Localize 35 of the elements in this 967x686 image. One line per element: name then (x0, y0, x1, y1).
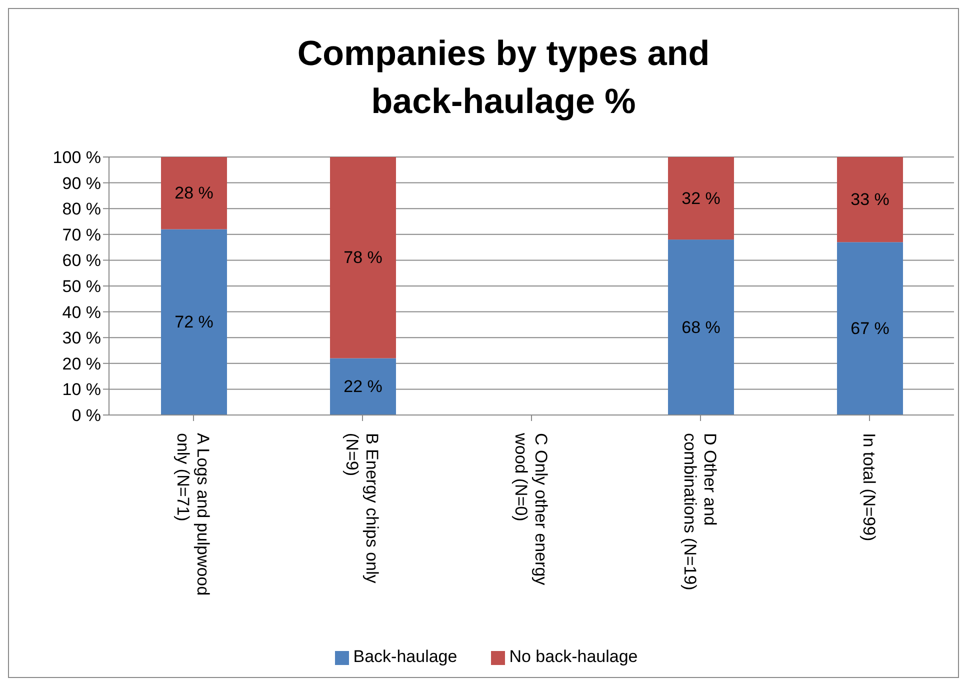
data-label: 68 % (682, 318, 720, 337)
y-tick-label: 80 % (62, 200, 101, 219)
legend-label: Back-haulage (353, 647, 458, 666)
data-label: 72 % (174, 312, 214, 332)
y-tick-label: 0 % (72, 406, 101, 426)
x-tick-label: C Only other energy wood (N=0) (512, 432, 550, 586)
y-tick-label: 10 % (62, 380, 101, 400)
data-label: 22 % (344, 377, 382, 396)
bar (837, 242, 903, 415)
data-label: 28 % (174, 184, 214, 203)
x-tick-label: In total (N=99) (860, 433, 878, 542)
y-tick-label: 50 % (62, 277, 101, 296)
bar (161, 229, 227, 415)
bar (161, 157, 227, 230)
y-tick-label: 30 % (62, 328, 101, 348)
y-tick-label: 20 % (62, 354, 101, 374)
bar (668, 240, 734, 415)
data-label: 32 % (682, 188, 720, 208)
bar (330, 358, 396, 415)
x-tick-label: D Other and combinations (N=19) (680, 433, 720, 590)
chart-title: Companies by types and back-haulage % (296, 33, 711, 123)
y-tick-label: 100 % (52, 148, 101, 168)
bar (668, 157, 734, 240)
data-label: 33 % (850, 190, 890, 210)
y-tick-label: 40 % (62, 302, 101, 322)
y-tick-label: 70 % (62, 225, 101, 244)
x-tick-label: A Logs and pulpwood only (N=71) (174, 433, 212, 596)
y-tick-label: 90 % (62, 174, 101, 193)
legend-label: No back-haulage (509, 647, 638, 666)
bar (330, 157, 396, 358)
bar (837, 157, 903, 242)
data-label: 78 % (344, 248, 382, 268)
data-label: 67 % (850, 319, 890, 338)
x-tick-label: B Energy chips only (N=9) (342, 433, 382, 584)
y-tick-label: 60 % (62, 251, 101, 270)
